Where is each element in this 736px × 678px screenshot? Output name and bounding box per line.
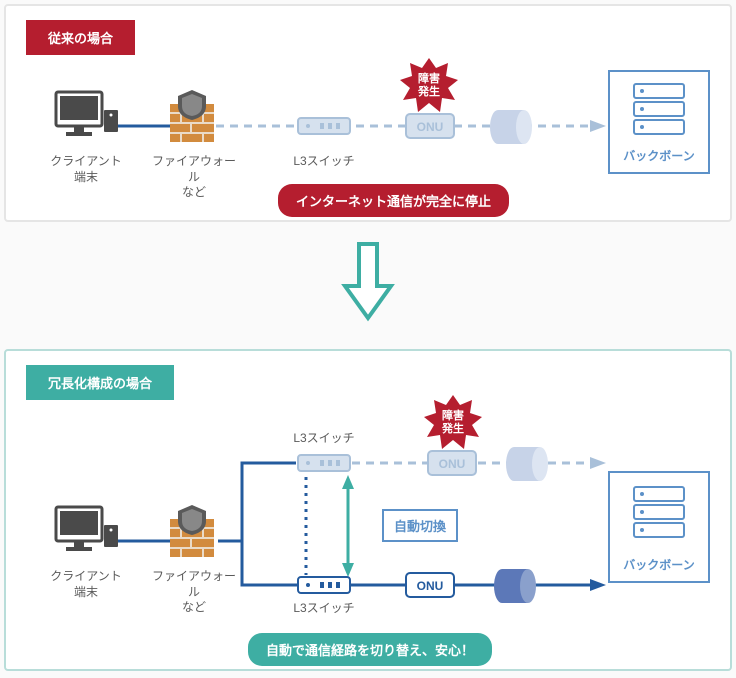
backbone-label-top: バックボーン <box>610 147 708 164</box>
l3-switch-top-icon <box>296 453 352 480</box>
panel-redundant: 冗長化構成の場合 クライアント端末 <box>4 349 732 671</box>
svg-text:ONU: ONU <box>439 457 466 471</box>
backbone-box-bottom: バックボーン <box>608 471 710 583</box>
onu-bottom-icon: ONU <box>404 571 456 606</box>
l3-bottom-label: L3スイッチ <box>288 601 360 617</box>
svg-text:障害: 障害 <box>418 71 440 85</box>
svg-text:ONU: ONU <box>417 579 444 593</box>
l3-switch-bottom-icon <box>296 575 352 602</box>
firewall-label-bottom: ファイアウォールなど <box>148 569 240 616</box>
svg-text:ONU: ONU <box>417 120 444 134</box>
firewall-icon-top <box>164 88 220 151</box>
client-label-bottom: クライアント端末 <box>46 569 126 600</box>
l3-switch-icon-top <box>296 116 352 143</box>
cylinder-icon-top <box>488 108 534 151</box>
client-label-top: クライアント端末 <box>46 154 126 185</box>
failure-badge-top: 障害 発生 <box>400 56 458 119</box>
cylinder-bottom-icon <box>492 567 538 610</box>
svg-text:発生: 発生 <box>441 421 464 435</box>
l3-top-label: L3スイッチ <box>288 431 360 447</box>
panel-conventional: 従来の場合 クライアント端末 ファイアウォールなど <box>4 4 732 222</box>
backbone-label-bottom: バックボーン <box>610 556 708 573</box>
svg-text:発生: 発生 <box>417 84 440 98</box>
failure-badge-bottom: 障害 発生 <box>424 393 482 456</box>
client-pc-icon <box>52 88 120 151</box>
svg-text:障害: 障害 <box>442 408 464 422</box>
firewall-label-top: ファイアウォールなど <box>148 154 240 201</box>
cylinder-top-icon <box>504 445 550 488</box>
backbone-box-top: バックボーン <box>608 70 710 174</box>
banner-top: インターネット通信が完全に停止 <box>278 184 509 217</box>
transition-arrow <box>341 240 395 327</box>
client-pc-icon-bottom <box>52 503 120 566</box>
l3-label-top: L3スイッチ <box>288 154 360 170</box>
firewall-icon-bottom <box>164 503 220 566</box>
auto-switch-box: 自動切換 <box>382 509 458 542</box>
banner-bottom: 自動で通信経路を切り替え、安心！ <box>248 633 492 666</box>
